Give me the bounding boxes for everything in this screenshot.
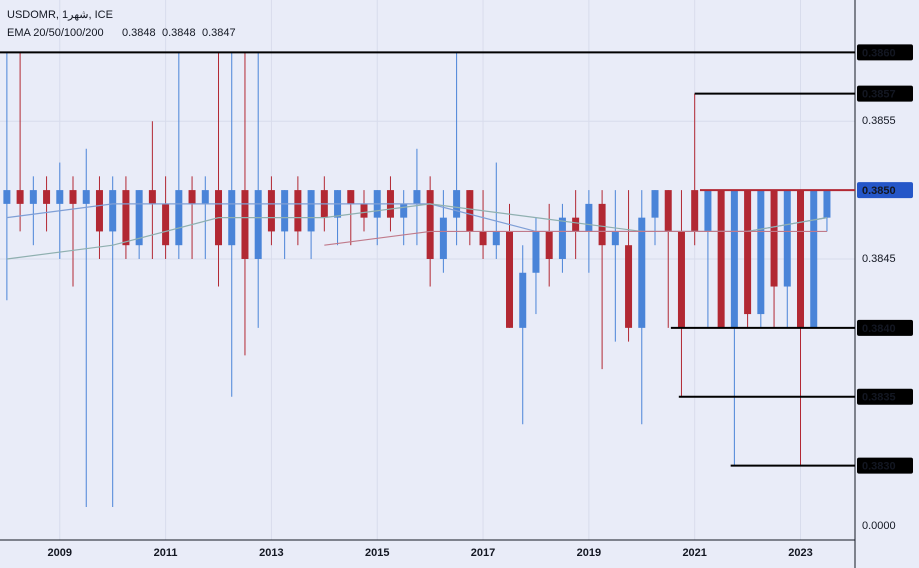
x-tick-label: 2013 [259,547,283,559]
candle-body [664,190,672,232]
candle-body [175,190,183,246]
price-label: 0.3835 [862,392,896,404]
candle-body [162,203,170,246]
x-tick-label: 2017 [471,547,495,559]
ema-line [324,230,827,246]
candle-body [545,231,553,259]
candle-body [677,231,685,328]
candle-body [479,231,487,246]
candle-body [347,190,355,204]
price-label-box [857,85,913,102]
price-label: 0.3830 [862,461,896,473]
price-label-box [857,388,913,405]
candle-body [426,190,434,259]
candle-body [109,190,117,232]
price-label-box [857,44,913,61]
price-label: 0.3857 [862,89,896,101]
candle-body [625,245,633,328]
candle-body [651,190,659,218]
candle-body [466,190,474,232]
candle-body [770,190,778,287]
x-tick-label: 2021 [682,547,706,559]
candle-body [307,190,315,232]
candle-body [439,217,447,259]
y-tick-label: 0.3855 [862,115,896,127]
candle-body [730,190,738,328]
candle-body [82,190,90,204]
symbol: USDOMR, 1شهر, ICE [7,9,113,21]
candle-body [3,190,11,204]
candle-body [532,231,540,273]
x-tick-label: 2009 [48,547,72,559]
candle-body [294,190,302,232]
candle-body [810,190,818,328]
candle-body [16,190,24,204]
candle-body [797,190,805,328]
candle-body [188,190,196,204]
candle-body [704,190,712,232]
candle-body [400,203,408,218]
candle-body [413,190,421,204]
candle-body [638,217,646,328]
candle-body [148,190,156,204]
price-label-box [857,457,913,474]
candle-body [69,190,77,204]
candle-body [135,190,143,246]
price-label: 0.3850 [862,185,896,197]
candle-body [492,231,500,246]
price-label-box [857,319,913,336]
candle-body [281,190,289,232]
price-label-box [857,182,913,199]
candle-body [43,190,51,204]
indicator: EMA 20/50/100/200 [7,27,104,39]
candle-body [201,190,209,204]
candle-body [558,217,566,259]
candle-body [122,190,130,246]
candle-body [572,217,580,232]
candle-body [519,272,527,328]
candle-body [29,190,37,204]
candle-body [611,231,619,246]
y-floor-label: 0.0000 [862,520,896,532]
candle-body [453,190,461,218]
candle-body [95,190,103,232]
candle-body [360,203,368,218]
x-tick-label: 2011 [154,547,178,559]
x-tick-label: 2015 [365,547,389,559]
candle-body [717,190,725,328]
y-tick-label: 0.3845 [862,253,896,265]
price-label: 0.3840 [862,323,896,335]
candle-body [598,203,606,246]
x-tick-label: 2023 [788,547,812,559]
candle-body [585,203,593,232]
candle-body [823,190,831,218]
candle-body [757,190,765,315]
price-label: 0.3860 [862,47,896,59]
indicator-value: 0.3848 [162,27,196,39]
candle-body [691,190,699,232]
candle-body [254,190,262,259]
candle-body [241,190,249,259]
candle-body [267,190,275,232]
candle-body [744,190,752,315]
candle-body [783,190,791,287]
indicator-value: 0.3848 [122,27,156,39]
indicator-value: 0.3847 [202,27,236,39]
candle-body [56,190,64,204]
plot [0,0,855,540]
x-tick-label: 2019 [577,547,601,559]
candle-body [506,231,514,328]
